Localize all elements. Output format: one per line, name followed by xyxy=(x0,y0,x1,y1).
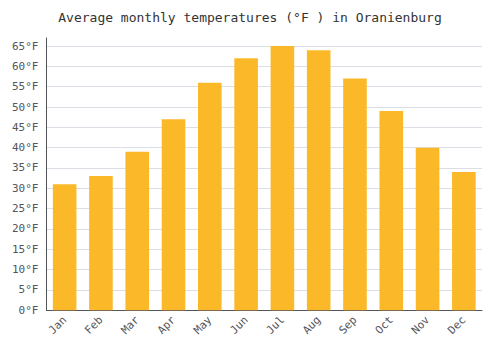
svg-text:45°F: 45°F xyxy=(12,121,39,134)
svg-text:Nov: Nov xyxy=(409,313,432,336)
svg-text:20°F: 20°F xyxy=(12,222,39,235)
svg-text:30°F: 30°F xyxy=(12,182,39,195)
svg-text:55°F: 55°F xyxy=(12,80,39,93)
svg-text:Mar: Mar xyxy=(119,313,142,336)
svg-text:Dec: Dec xyxy=(445,314,468,337)
svg-text:Apr: Apr xyxy=(155,313,178,336)
svg-text:Oct: Oct xyxy=(373,314,396,337)
svg-text:60°F: 60°F xyxy=(12,60,39,73)
svg-text:Jul: Jul xyxy=(264,314,287,337)
svg-text:Average monthly temperatures (: Average monthly temperatures (°F ) in Or… xyxy=(58,10,442,25)
svg-text:Sep: Sep xyxy=(336,314,359,337)
svg-text:Jan: Jan xyxy=(46,314,69,337)
svg-text:10°F: 10°F xyxy=(12,263,39,276)
svg-text:Aug: Aug xyxy=(300,314,323,337)
svg-text:0°F: 0°F xyxy=(19,304,39,317)
svg-text:15°F: 15°F xyxy=(12,243,39,256)
svg-text:Jun: Jun xyxy=(227,314,250,337)
svg-text:35°F: 35°F xyxy=(12,161,39,174)
svg-text:65°F: 65°F xyxy=(12,40,39,53)
svg-text:May: May xyxy=(191,313,214,336)
svg-text:50°F: 50°F xyxy=(12,101,39,114)
svg-text:25°F: 25°F xyxy=(12,202,39,215)
svg-text:40°F: 40°F xyxy=(12,141,39,154)
svg-text:5°F: 5°F xyxy=(19,283,39,296)
svg-text:Feb: Feb xyxy=(82,314,105,337)
